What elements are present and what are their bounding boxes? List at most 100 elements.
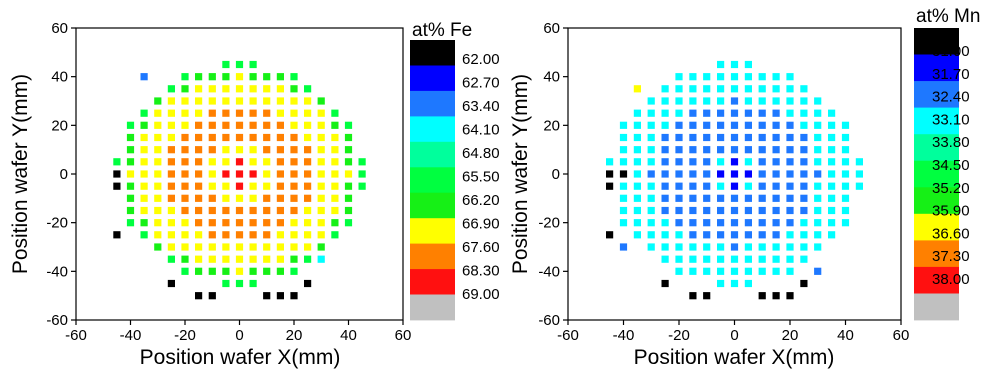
mn-data-point [744,85,752,93]
fe-data-point [331,109,339,117]
fe-colorbar-swatch [410,141,455,168]
fe-data-point [113,182,121,190]
fe-data-point [235,60,244,69]
fe-data-point [181,133,189,142]
mn-data-point [744,121,752,129]
fe-x-tick-label: 20 [286,327,303,344]
mn-data-point [647,194,655,202]
mn-data-point [647,182,655,190]
mn-data-point [786,255,794,263]
mn-x-tick-label: -60 [557,327,579,344]
fe-y-axis-label: Position wafer Y(mm) [9,74,32,274]
fe-panel: -60 -40 -20 0 20 40 60 -60 -40 -20 0 20 40 60 Positi… [9,20,500,369]
mn-data-point [661,121,669,129]
mn-data-point [703,267,711,275]
fe-data-point [331,182,339,190]
mn-data-point [730,231,739,239]
mn-data-point [661,206,669,215]
fe-data-point [304,206,312,215]
fe-data-point [208,73,216,81]
mn-data-point [647,231,655,239]
fe-data-point [290,243,298,251]
mn-colorbar-swatch [914,240,959,268]
fe-data-point [167,182,175,190]
mn-data-point [841,158,850,166]
mn-data-point [744,206,752,215]
mn-data-point [647,109,655,117]
mn-colorbar-swatch [914,81,959,108]
mn-data-point [730,146,739,154]
mn-data-point [744,158,752,166]
mn-data-point [800,109,808,117]
fe-data-point [249,158,257,166]
mn-data-point [772,133,780,142]
fe-data-point [263,109,271,117]
mn-data-point [703,255,711,263]
fe-data-point [208,182,216,190]
fe-data-point [276,255,284,263]
mn-data-point [661,243,669,251]
mn-data-point [744,73,752,81]
mn-data-point [619,133,628,142]
fe-data-point [208,267,216,275]
mn-data-point [661,133,669,142]
mn-data-point [786,267,794,275]
mn-x-tick-label: -40 [613,327,635,344]
mn-data-point [675,109,683,117]
mn-data-point [689,109,697,117]
mn-data-point [647,206,655,215]
mn-data-point [786,182,794,190]
fe-data-point [195,85,203,93]
mn-data-point [814,243,822,251]
mn-colorbar-swatch [914,160,959,188]
mn-data-points [606,60,863,300]
fe-data-point [126,121,135,129]
mn-data-point [828,158,836,166]
mn-data-point [758,121,766,129]
mn-data-point [828,170,836,178]
mn-y-tick-label: -40 [538,263,560,280]
mn-data-point [814,146,822,154]
fe-data-point [344,170,353,178]
fe-data-point [195,121,203,129]
fe-data-point [290,170,298,178]
mn-data-point [772,146,780,154]
fe-colorbar-level: 63.40 [462,98,500,115]
mn-data-point [703,158,711,166]
fe-data-point [331,158,339,166]
mn-data-point [814,97,822,105]
mn-y-axis-label: Position wafer Y(mm) [509,74,532,274]
mn-data-point [828,121,836,129]
fe-y-tick-label: 60 [51,20,68,37]
mn-data-point [717,170,725,178]
fe-data-point [249,146,257,154]
fe-data-point [235,109,244,117]
fe-data-point [263,97,271,105]
fe-data-point [344,194,353,202]
fe-data-point [249,219,257,227]
fe-colorbar-swatch [410,294,455,321]
fe-data-point [263,170,271,178]
mn-data-point [675,146,683,154]
mn-data-point [717,133,725,142]
fe-data-point [304,158,312,166]
mn-data-point [619,219,628,227]
fe-data-point [235,158,244,166]
fe-data-point [126,194,135,202]
mn-data-point [703,231,711,239]
fe-data-point [358,158,366,166]
fe-data-point [317,121,325,129]
fe-data-point [126,182,135,190]
mn-data-point [744,133,752,142]
fe-data-point [208,292,216,300]
fe-data-point [317,109,325,117]
fe-data-point [181,158,189,166]
fe-y-tick-label: -20 [46,215,68,232]
mn-data-point [703,206,711,215]
fe-data-point [249,121,257,129]
fe-data-point [195,109,203,117]
fe-data-point [181,73,189,81]
fe-data-point [235,133,244,142]
mn-data-point [661,97,669,105]
mn-colorbar-level: 36.60 [932,225,970,242]
